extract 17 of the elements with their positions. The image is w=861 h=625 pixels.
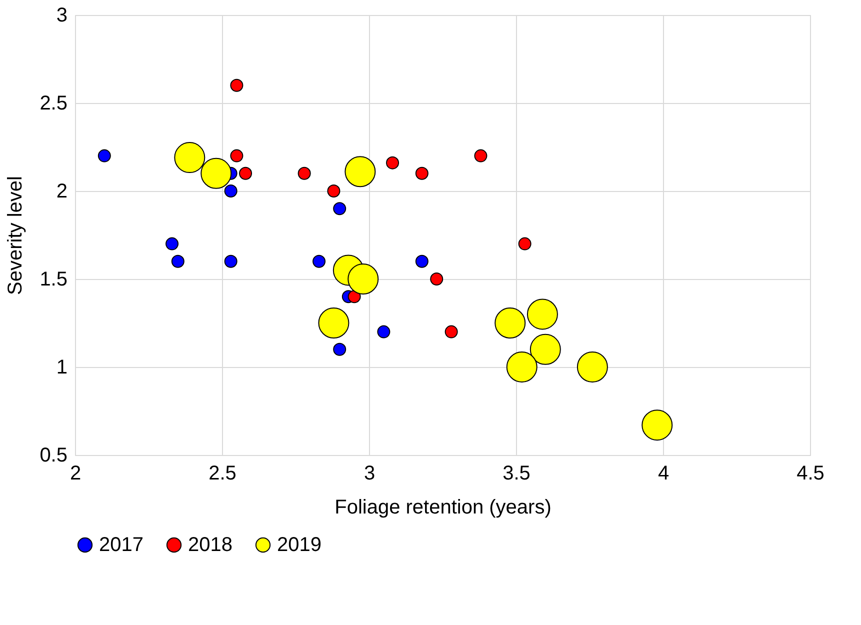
x-tick-label: 2 <box>70 462 82 484</box>
legend-label: 2018 <box>188 534 232 556</box>
y-tick-label: 2.5 <box>40 92 68 114</box>
y-tick-label: 1 <box>56 356 68 378</box>
y-tick-label: 3 <box>56 4 68 26</box>
x-tick-label: 2.5 <box>208 462 236 484</box>
legend-label: 2019 <box>277 534 322 556</box>
x-tick-label: 4.5 <box>796 462 824 484</box>
y-tick-label: 1.5 <box>40 268 68 290</box>
x-axis-title: Foliage retention (years) <box>334 496 552 518</box>
x-tick-label: 3 <box>364 462 376 484</box>
y-tick-label: 2 <box>56 180 68 202</box>
x-tick-label: 4 <box>658 462 670 484</box>
y-axis-title: Severity level <box>4 176 27 295</box>
x-tick-label: 3.5 <box>502 462 530 484</box>
legend-label: 2017 <box>99 534 144 556</box>
y-tick-label: 0.5 <box>40 444 68 466</box>
